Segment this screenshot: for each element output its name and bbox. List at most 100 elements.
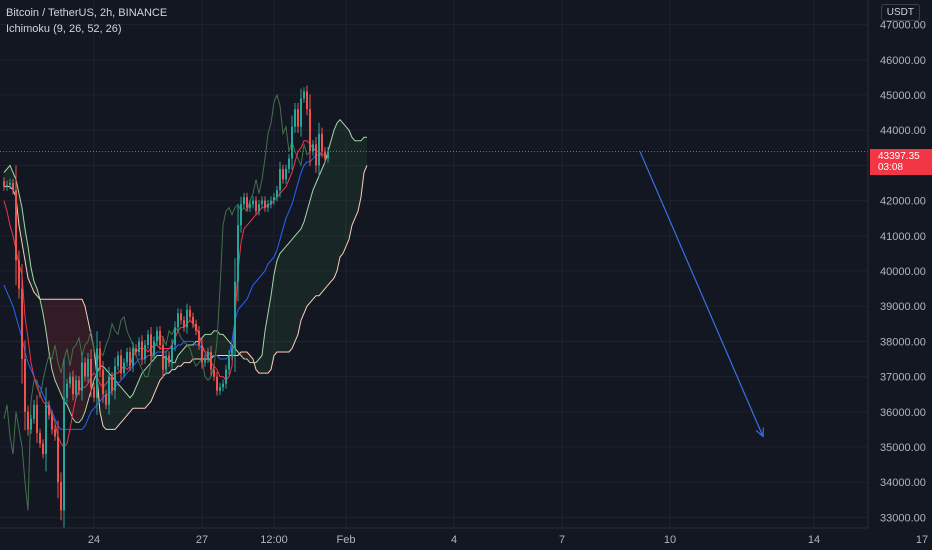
cloud-segment [310,190,313,303]
candle-body [138,341,140,352]
candle-body [195,323,197,331]
currency-badge[interactable]: USDT [880,4,920,21]
cloud-segment [145,366,148,409]
candle [96,331,98,416]
cloud-segment [301,221,304,321]
candle-body [36,404,38,433]
candle [294,102,296,133]
cloud-segment [28,246,31,286]
candle-body [213,369,215,377]
candle-body [120,355,122,374]
cloud-segment [283,246,286,352]
cloud-segment [85,306,88,412]
cloud-segment [226,337,229,356]
candle [297,102,299,133]
cloud-segment [55,299,58,388]
cloud-segment [76,299,79,423]
candle [306,85,308,116]
time-axis[interactable]: 24 27 12:00 Feb 4 7 10 14 17 [0,527,932,550]
candle-body [24,359,26,412]
candle-body [54,429,56,437]
candle [90,349,92,398]
cloud-segment [328,140,331,286]
candle [27,405,29,436]
candle [207,347,209,364]
candle-body [165,355,167,370]
candle [282,164,284,184]
cloud-segment [178,352,181,367]
cloud-segment [175,355,178,370]
candle-body [255,200,257,212]
indicator-label[interactable]: Ichimoku (9, 26, 52, 26) [6,23,122,35]
candle [111,371,113,396]
candle [132,342,134,373]
candle-body [324,151,326,159]
cloud-segment [346,126,349,247]
candle-body [300,98,302,127]
candle [123,358,125,378]
candle-body [123,362,125,374]
candle-body [90,359,92,388]
candle-body [303,91,305,99]
candles [3,85,329,550]
time-tick-label: 14 [808,534,820,546]
candle [213,365,215,381]
candle [318,122,320,177]
candle [159,325,161,350]
cloud-segment [193,341,196,360]
cloud-segment [58,299,61,395]
time-tick-label: Feb [337,534,356,546]
time-tick-label: 17 [916,534,928,546]
candle-body [132,348,134,367]
candle [285,164,287,184]
time-tick-label: 24 [88,534,100,546]
cloud-segment [79,299,82,423]
candle-body [327,151,329,159]
candle-body [282,168,284,180]
candle-body [81,362,83,391]
candle [291,115,293,170]
cloud-segment [322,161,325,293]
cloud-segment [298,228,301,335]
candle-body [96,348,98,398]
price-axis-bg [868,0,932,550]
candle-body [267,204,269,208]
candle [15,165,17,286]
candle-body [45,404,47,455]
candle-body [177,313,179,328]
candle-body [111,376,113,391]
candle [201,338,203,369]
candle-body [270,200,272,205]
candle-body [126,352,128,363]
candle [60,472,62,521]
candle-body [27,411,29,430]
candle-body [264,200,266,208]
cloud-segment [139,373,142,409]
price-tick-label: 35000.00 [880,442,926,454]
time-tick-label: 12:00 [260,534,288,546]
candle [261,196,263,209]
candle-body [15,190,17,261]
candle [171,338,173,369]
candle [150,327,152,363]
symbol-title[interactable]: Bitcoin / TetherUS, 2h, BINANCE [6,7,168,19]
candle [198,325,200,350]
candle-body [39,432,41,444]
candle-body [273,197,275,201]
price-axis[interactable]: 33000.00 34000.00 35000.00 36000.00 37000.00… [867,0,932,550]
cloud-segment [187,344,190,363]
candle-body [102,369,104,395]
price-tick-label: 39000.00 [880,301,926,313]
cloud-segment [313,183,316,300]
price-tick-label: 34000.00 [880,477,926,489]
cloud-segment [235,348,238,356]
cloud-segment [319,168,322,296]
candle-body [171,344,173,363]
candle [267,199,269,212]
candle [120,349,122,380]
candle-body [261,200,263,205]
candle-body [279,168,281,191]
candle [126,347,128,367]
cloud-segment [316,176,319,296]
